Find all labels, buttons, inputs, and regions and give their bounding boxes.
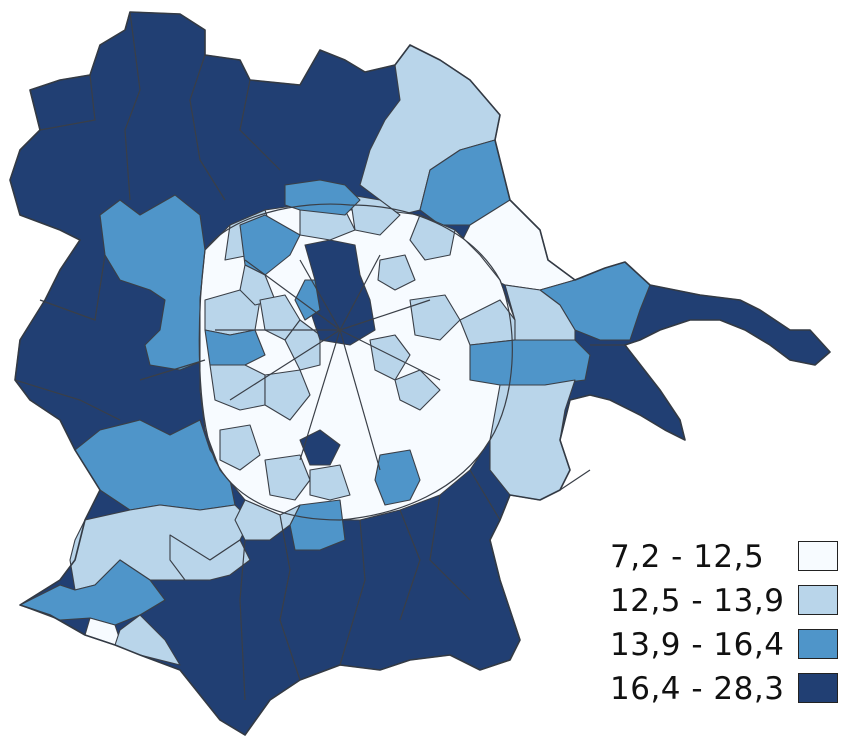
legend-label: 13,9 - 16,4 [610, 627, 785, 663]
legend-swatch [798, 673, 838, 703]
map-zone [299, 429, 341, 466]
inner-boundary-line [14, 11, 625, 701]
legend-item: 13,9 - 16,4 [610, 623, 845, 667]
map-zone [377, 254, 416, 291]
map-zone [409, 294, 461, 341]
map-zone [284, 319, 321, 371]
map-zone [99, 194, 206, 371]
legend-label: 7,2 - 12,5 [610, 539, 765, 575]
map-zone [264, 369, 311, 421]
legend-item: 16,4 - 28,3 [610, 667, 845, 711]
ring-road-line [198, 203, 513, 521]
legend-label: 16,4 - 28,3 [610, 671, 785, 707]
legend-swatch [798, 629, 838, 659]
map-zone [284, 179, 361, 216]
map-zone [19, 559, 166, 626]
map-zone [374, 449, 421, 506]
map-zone [394, 369, 441, 411]
legend-swatch [798, 585, 838, 615]
map-zone [309, 464, 351, 501]
map-zone [169, 534, 251, 581]
map-zone [504, 284, 576, 341]
city-outline [9, 11, 831, 736]
inner-boundary-line [215, 254, 441, 471]
legend-label: 12,5 - 13,9 [610, 583, 785, 619]
map-zone [369, 334, 411, 381]
legend-item: 12,5 - 13,9 [610, 579, 845, 623]
map-legend: 7,2 - 12,5 12,5 - 13,9 13,9 - 16,4 16,4 … [610, 535, 845, 711]
map-zone [204, 329, 266, 366]
map-zone [219, 424, 261, 471]
legend-swatch [798, 541, 838, 571]
map-zone [489, 379, 576, 501]
map-zone [469, 339, 591, 386]
map-zone [264, 454, 311, 501]
legend-item: 7,2 - 12,5 [610, 535, 845, 579]
